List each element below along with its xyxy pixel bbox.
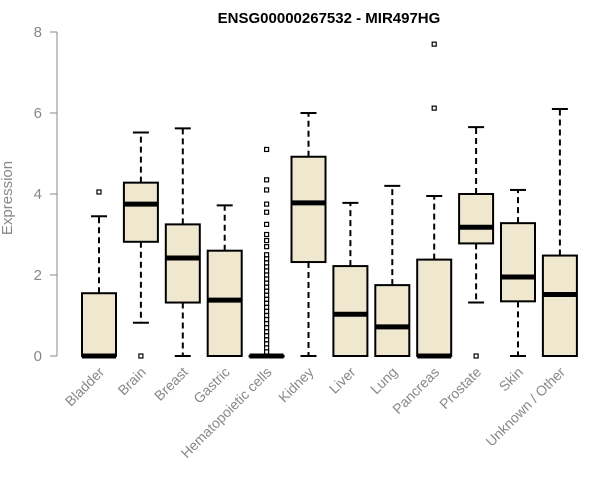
box-iqr — [458, 193, 495, 245]
box-iqr — [332, 265, 369, 357]
box-unknown-other — [541, 107, 578, 357]
outlier-point — [264, 264, 270, 270]
outlier-point — [264, 280, 270, 286]
outlier-point — [264, 268, 270, 274]
outlier-point — [264, 304, 270, 310]
outlier-point — [264, 316, 270, 323]
outlier-point — [264, 308, 270, 315]
x-category-label: Pancreas — [389, 364, 442, 417]
y-axis: 0 2 4 6 8 — [34, 24, 58, 365]
box-iqr — [541, 254, 578, 357]
outlier-point — [431, 105, 437, 111]
outlier-point — [264, 256, 270, 262]
y-tick-label: 2 — [34, 267, 42, 284]
outlier-point — [264, 312, 270, 319]
outlier-point — [264, 333, 270, 339]
y-axis-label: Expression — [0, 161, 16, 235]
box-breast — [164, 127, 201, 357]
box-bladder — [81, 189, 117, 359]
box-iqr — [122, 181, 159, 243]
box-iqr — [206, 249, 243, 357]
box-hematopoietic-cells — [248, 146, 285, 359]
outlier-point — [264, 201, 270, 207]
outlier-point — [264, 321, 270, 327]
box-iqr — [416, 258, 453, 357]
x-category-label: Prostate — [436, 364, 484, 412]
outlier-point — [264, 288, 270, 294]
x-category-label: Breast — [151, 364, 191, 404]
box-pancreas — [416, 41, 453, 359]
outlier-point — [264, 325, 270, 331]
x-category-label: Lung — [367, 364, 400, 397]
outlier-point — [264, 349, 270, 355]
x-category-label: Unknown / Other — [482, 364, 568, 450]
x-category-label: Skin — [496, 364, 527, 395]
outlier-point — [264, 345, 270, 351]
outlier-point — [264, 231, 270, 238]
box-prostate — [458, 126, 495, 359]
chart-title: ENSG00000267532 - MIR497HG — [218, 10, 441, 27]
outlier-point — [264, 252, 270, 258]
outlier-point — [96, 189, 102, 195]
x-category-label: Kidney — [275, 364, 317, 406]
outlier-point — [264, 276, 270, 282]
outlier-point — [264, 244, 270, 250]
outlier-point — [264, 237, 270, 244]
x-category-label: Bladder — [62, 364, 108, 410]
outlier-point — [264, 337, 270, 343]
y-tick-label: 0 — [34, 348, 42, 365]
outlier-point — [264, 292, 270, 298]
outlier-point — [138, 353, 144, 359]
box-iqr — [374, 284, 411, 357]
box-kidney — [290, 112, 327, 357]
outlier-point — [264, 341, 270, 347]
outlier-point — [264, 284, 270, 290]
outlier-point — [264, 187, 270, 193]
outlier-point — [431, 41, 437, 47]
box-iqr — [81, 292, 117, 358]
outlier-point — [473, 353, 479, 359]
outlier-point — [264, 221, 270, 227]
box-liver — [332, 201, 369, 357]
box-skin — [500, 188, 536, 357]
y-tick-label: 8 — [34, 24, 42, 41]
box-gastric — [206, 204, 243, 357]
x-category-label: Brain — [115, 364, 149, 398]
y-tick-label: 6 — [34, 105, 42, 122]
outlier-point — [264, 146, 270, 153]
outlier-point — [264, 296, 270, 302]
outlier-point — [264, 272, 270, 278]
outlier-point — [264, 177, 270, 183]
outlier-point — [264, 209, 270, 215]
box-iqr — [164, 223, 201, 304]
x-category-label: Liver — [326, 364, 359, 397]
outlier-point — [264, 260, 270, 266]
box-iqr — [500, 222, 536, 303]
box-iqr — [290, 155, 327, 264]
outlier-point — [264, 329, 270, 335]
box-lung — [374, 184, 411, 357]
outlier-point — [264, 300, 270, 306]
boxes-group — [81, 41, 578, 359]
y-tick-label: 4 — [34, 186, 42, 203]
box-brain — [122, 131, 159, 359]
